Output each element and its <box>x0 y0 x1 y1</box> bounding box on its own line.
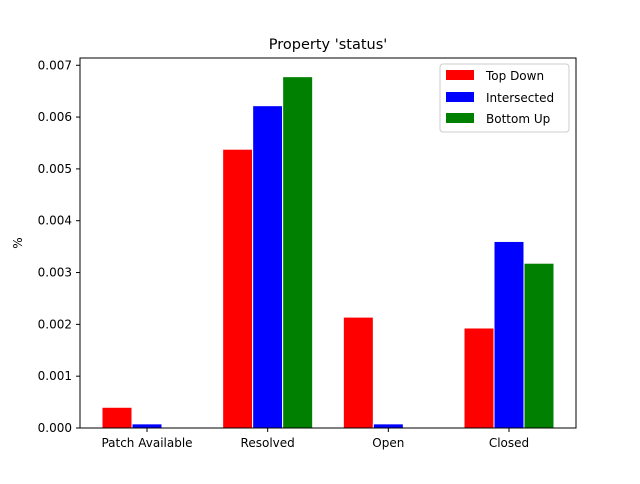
y-tick-label: 0.001 <box>38 369 72 383</box>
y-tick-label: 0.002 <box>38 317 72 331</box>
y-tick-label: 0.006 <box>38 110 72 124</box>
plot-frame <box>79 57 577 429</box>
bar-intersected-patch-available <box>131 423 163 429</box>
x-tick-label: Closed <box>489 436 529 450</box>
y-tick-label: 0.000 <box>38 421 72 435</box>
bar-bottom-up-closed <box>523 262 555 429</box>
bar-intersected-open <box>372 423 404 429</box>
x-ticks: Patch Available Resolved Open Closed <box>101 428 529 450</box>
legend-swatch-intersected <box>446 92 474 102</box>
chart-title: Property 'status' <box>269 37 388 53</box>
bars-layer <box>101 76 555 429</box>
x-tick-label: Resolved <box>241 436 295 450</box>
bar-top-down-closed <box>463 327 495 429</box>
legend-label-intersected: Intersected <box>486 91 554 105</box>
y-axis-label: % <box>11 237 25 248</box>
bar-top-down-patch-available <box>101 406 133 429</box>
x-tick-label: Open <box>372 436 404 450</box>
y-ticks: 0.000 0.001 0.002 0.003 0.004 0.005 0.006 0.007 <box>38 58 80 435</box>
bar-top-down-resolved <box>222 148 254 429</box>
bar-intersected-resolved <box>252 105 284 429</box>
x-tick-label: Patch Available <box>101 436 192 450</box>
legend-label-top-down: Top Down <box>485 69 544 83</box>
y-tick-label: 0.004 <box>38 214 72 228</box>
y-tick-label: 0.003 <box>38 266 72 280</box>
legend-label-bottom-up: Bottom Up <box>486 112 550 126</box>
bar-intersected-closed <box>493 240 525 429</box>
legend: Top Down Intersected Bottom Up <box>439 63 570 133</box>
y-tick-label: 0.005 <box>38 162 72 176</box>
y-tick-label: 0.007 <box>38 58 72 72</box>
bar-bottom-up-resolved <box>282 76 314 429</box>
bar-top-down-open <box>342 316 374 429</box>
legend-swatch-bottom-up <box>446 113 474 123</box>
legend-swatch-top-down <box>446 70 474 80</box>
